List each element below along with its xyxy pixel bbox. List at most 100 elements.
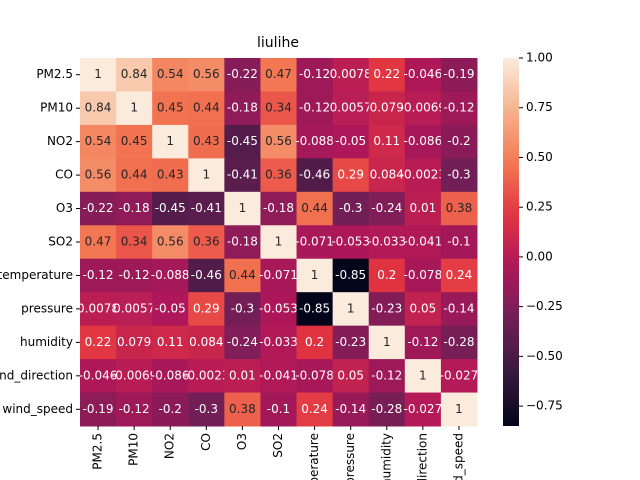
y-tick-label: CO [55, 168, 73, 182]
heatmap-cell [224, 191, 261, 226]
heatmap-cell [152, 359, 189, 394]
heatmap-cell [116, 191, 153, 226]
cell-label: -0.053 [331, 235, 370, 249]
cell-label: 0.05 [410, 301, 437, 315]
cell-label: 0.56 [157, 235, 184, 249]
cell-label: 0.36 [265, 168, 292, 182]
heatmap-cell [440, 91, 478, 126]
cell-label: -0.033 [367, 235, 406, 249]
y-tick-label: SO2 [48, 235, 73, 249]
cell-label: 0.079 [117, 335, 151, 349]
y-tick-label: humidity [20, 335, 73, 349]
heatmap-cell [80, 359, 117, 394]
heatmap-cell [296, 58, 334, 92]
cell-label: -0.0069 [111, 368, 157, 382]
y-tick-label: NO2 [47, 134, 73, 148]
heatmap-cell [260, 158, 298, 193]
cell-label: -0.027 [404, 402, 443, 416]
cell-label: 0.47 [85, 235, 112, 249]
heatmap-cell [260, 91, 298, 126]
cell-label: -0.12 [83, 268, 114, 282]
heatmap-cell [260, 325, 298, 360]
heatmap-cell [188, 292, 225, 327]
cell-label: -0.3 [339, 201, 362, 215]
heatmap-cell [404, 292, 442, 327]
colorbar [503, 58, 519, 426]
cell-label: -0.033 [259, 335, 298, 349]
cell-label: 0.44 [229, 268, 256, 282]
cell-label: 0.29 [193, 301, 220, 315]
heatmap-cell [440, 292, 478, 327]
cell-label: 0.05 [337, 368, 364, 382]
cell-label: 0.0078 [330, 67, 372, 81]
heatmap-cell [368, 191, 406, 226]
cell-label: 0.56 [265, 134, 292, 148]
cell-label: -0.0023 [183, 368, 229, 382]
heatmap-cell [332, 225, 370, 260]
cell-label: -0.05 [155, 301, 186, 315]
colorbar-tick-label: 0.00 [526, 249, 553, 263]
heatmap-cell [116, 91, 153, 126]
heatmap-cell [80, 292, 117, 327]
cell-label: -0.45 [227, 134, 258, 148]
heatmap-cell [152, 292, 189, 327]
cell-label: -0.3 [195, 402, 218, 416]
heatmap-cell [404, 325, 442, 360]
cell-label: 0.11 [157, 335, 184, 349]
heatmap-cell [188, 225, 225, 260]
heatmap-cell [404, 225, 442, 260]
colorbar-tick-label: 0.50 [526, 150, 553, 164]
heatmap-cell [260, 191, 298, 226]
cell-label: 0.24 [301, 402, 328, 416]
heatmap-cell [296, 258, 334, 293]
cell-label: -0.078 [295, 368, 334, 382]
heatmap-cell [260, 359, 298, 394]
heatmap-cell [80, 258, 117, 293]
heatmap-cell [296, 191, 334, 226]
heatmap-cell [224, 91, 261, 126]
cell-label: -0.18 [227, 235, 258, 249]
cell-label: 0.44 [121, 168, 148, 182]
cell-label: -0.3 [447, 168, 470, 182]
heatmap-cell [368, 292, 406, 327]
heatmap-cell [440, 392, 478, 427]
cell-label: -0.12 [371, 368, 402, 382]
heatmap-cell [80, 191, 117, 226]
heatmap-cell [404, 392, 442, 427]
heatmap-cell [296, 91, 334, 126]
cell-label: 0.45 [157, 101, 184, 115]
heatmap-cell [260, 392, 298, 427]
cell-label: 0.2 [305, 335, 324, 349]
cell-label: -0.24 [371, 201, 402, 215]
heatmap-cell [260, 292, 298, 327]
cell-label: -0.041 [259, 368, 298, 382]
heatmap-cell [152, 258, 189, 293]
cell-label: -0.24 [227, 335, 258, 349]
heatmap-cell [440, 58, 478, 92]
colorbar-tick-label: 1.00 [526, 51, 553, 65]
heatmap-cell [116, 292, 153, 327]
heatmap-cell [296, 158, 334, 193]
chart-title: liulihe [257, 35, 299, 51]
cell-label: -0.12 [119, 268, 150, 282]
cell-label: -0.14 [443, 301, 474, 315]
heatmap-cell [332, 191, 370, 226]
heatmap-cell [224, 359, 261, 394]
heatmap-cell [368, 91, 406, 126]
heatmap-cell [152, 124, 189, 159]
cell-label: 0.0078 [77, 301, 119, 315]
x-tick-label: CO [199, 433, 213, 451]
heatmap-cell [404, 359, 442, 394]
heatmap-cell [368, 359, 406, 394]
cell-label: -0.1 [447, 235, 470, 249]
heatmap-cell [404, 158, 442, 193]
heatmap-cell [152, 325, 189, 360]
cell-label: -0.12 [407, 335, 438, 349]
cell-label: 0.0057 [113, 301, 155, 315]
heatmap-cell [332, 91, 370, 126]
heatmap-cell [116, 392, 153, 427]
cell-label: -0.19 [83, 402, 114, 416]
heatmap-cell [80, 124, 117, 159]
cell-label: -0.18 [263, 201, 294, 215]
